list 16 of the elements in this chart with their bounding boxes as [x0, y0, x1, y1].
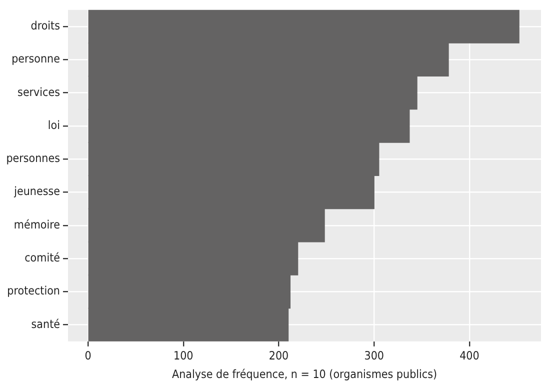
x-axis-title: Analyse de fréquence, n = 10 (organismes publics)	[172, 367, 437, 382]
y-tick-label: droits	[30, 18, 60, 32]
y-tick-label: loi	[48, 118, 60, 132]
x-tick-label: 200	[268, 348, 289, 362]
y-tick-label: personne	[12, 52, 60, 66]
y-tick-label: comité	[24, 250, 60, 265]
x-tick-label: 400	[460, 348, 480, 362]
y-tick-label: mémoire	[14, 217, 60, 232]
y-tick-label: jeunesse	[13, 184, 60, 198]
x-tick-label: 300	[364, 348, 384, 362]
y-tick-label: services	[18, 84, 60, 99]
x-tick-label: 100	[174, 348, 194, 362]
y-tick-label: protection	[7, 284, 60, 298]
y-tick-label: personnes	[6, 151, 60, 166]
x-tick-label: 0	[84, 348, 92, 362]
y-tick-label: santé	[31, 316, 60, 331]
